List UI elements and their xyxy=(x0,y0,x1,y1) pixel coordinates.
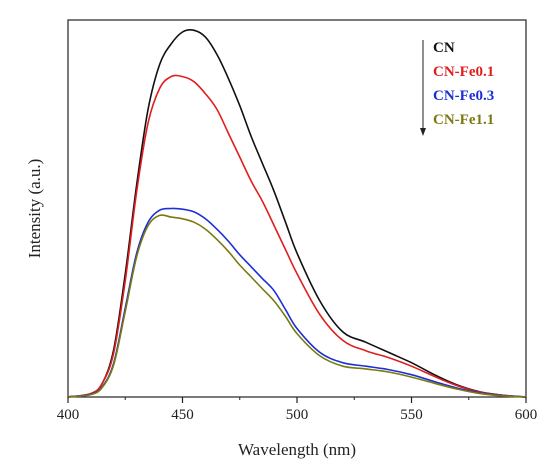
x-tick-label: 600 xyxy=(515,407,538,423)
x-tick-label: 550 xyxy=(400,407,423,423)
x-tick-label: 450 xyxy=(171,407,194,423)
legend: CN CN-Fe0.1 CN-Fe0.3 CN-Fe1.1 xyxy=(420,40,494,136)
x-tick-label: 400 xyxy=(57,407,80,423)
series-line-cn xyxy=(67,29,527,398)
series-line-cn-fe1-1 xyxy=(67,214,527,398)
series-layer xyxy=(67,29,527,398)
ticks-layer: 400 450 500 550 600 xyxy=(57,397,538,423)
legend-label-cn-fe1-1: CN-Fe1.1 xyxy=(433,112,494,128)
y-axis-label: Intensity (a.u.) xyxy=(25,159,44,259)
plot-area: 400 450 500 550 600 xyxy=(57,19,538,423)
x-tick-label: 500 xyxy=(286,407,309,423)
legend-label-cn-fe0-1: CN-Fe0.1 xyxy=(433,64,494,80)
series-line-cn-fe0-3 xyxy=(67,207,527,398)
legend-label-cn: CN xyxy=(433,40,455,56)
series-line-cn-fe0-1 xyxy=(67,74,527,398)
x-axis-label: Wavelength (nm) xyxy=(238,440,356,459)
legend-arrow-head xyxy=(420,128,426,136)
legend-label-cn-fe0-3: CN-Fe0.3 xyxy=(433,88,494,104)
